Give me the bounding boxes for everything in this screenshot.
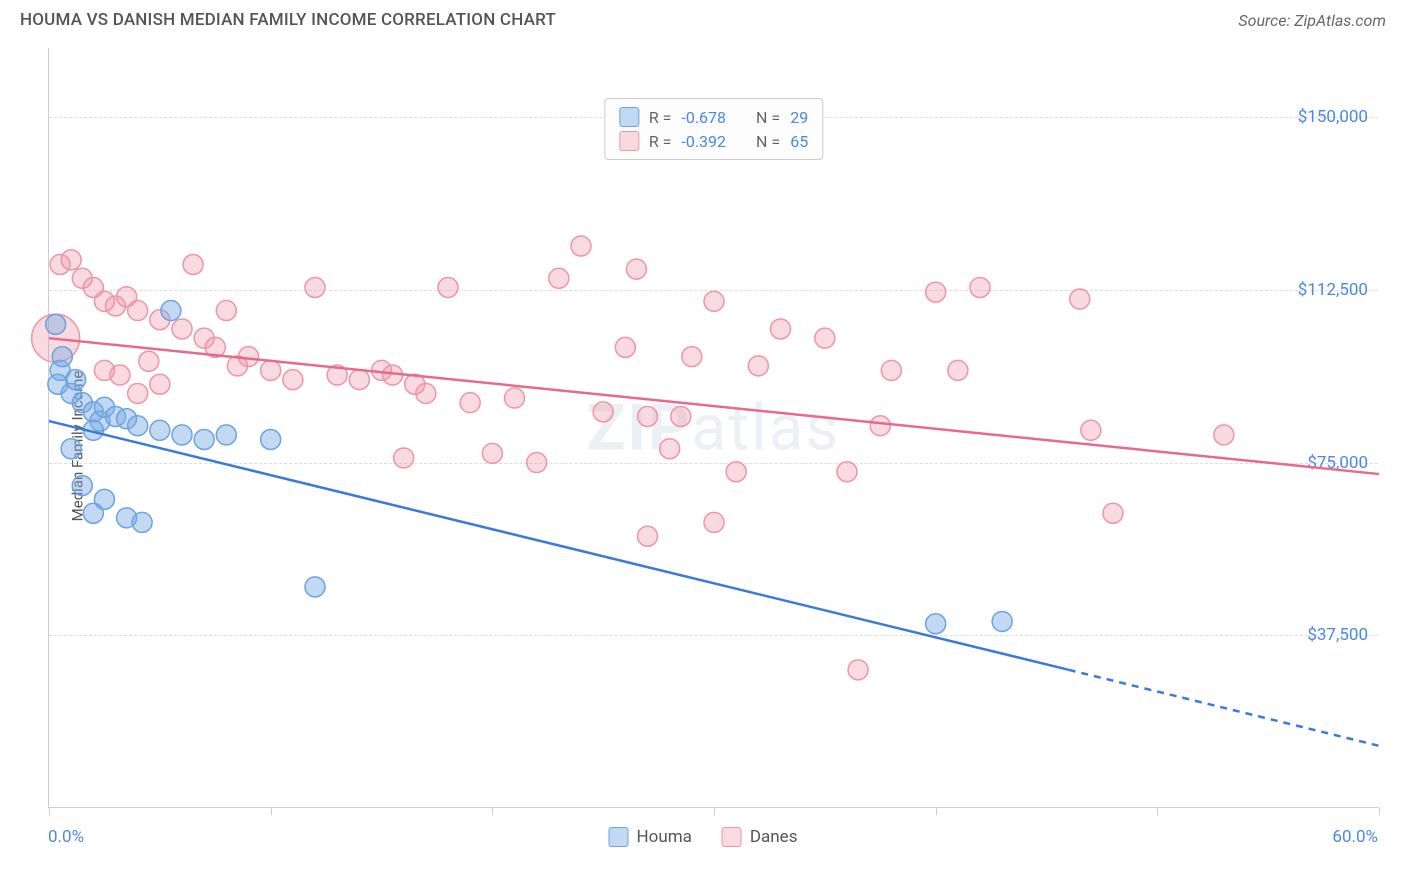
chart-header: HOUMA VS DANISH MEDIAN FAMILY INCOME COR…: [20, 10, 1386, 30]
x-axis-max: 60.0%: [1332, 827, 1378, 847]
legend-item-danes: Danes: [722, 827, 798, 847]
chart-container: HOUMA VS DANISH MEDIAN FAMILY INCOME COR…: [0, 0, 1406, 892]
trend-lines: [49, 338, 1379, 746]
chart-source: Source: ZipAtlas.com: [1238, 11, 1386, 30]
plot-area: $37,500$75,000$112,500$150,000 ZIPatlas …: [48, 48, 1378, 808]
legend-item-houma: Houma: [609, 827, 692, 847]
x-axis-min: 0.0%: [48, 827, 84, 847]
houma-swatch: [609, 827, 629, 847]
correlation-legend: R = -0.678N = 29R = -0.392N = 65: [604, 98, 823, 160]
series-legend: Houma Danes: [609, 827, 798, 847]
danes-swatch: [722, 827, 742, 847]
danes-label: Danes: [750, 827, 798, 847]
houma-label: Houma: [637, 827, 692, 847]
correlation-legend-row: R = -0.392N = 65: [619, 129, 808, 153]
danes-legend-swatch: [619, 131, 639, 151]
scatter-svg: [49, 48, 1378, 807]
correlation-legend-row: R = -0.678N = 29: [619, 105, 808, 129]
houma-legend-swatch: [619, 107, 639, 127]
chart-title: HOUMA VS DANISH MEDIAN FAMILY INCOME COR…: [20, 10, 556, 30]
